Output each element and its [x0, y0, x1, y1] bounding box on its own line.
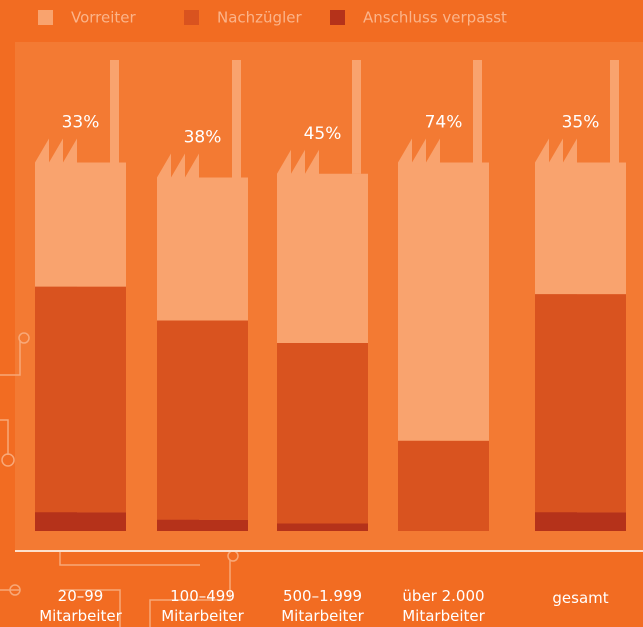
chimney [232, 60, 241, 178]
bar-segment [277, 319, 368, 523]
x-tick-label: gesamt [521, 588, 641, 608]
legend-swatch [330, 10, 345, 25]
value-label: 74% [425, 113, 463, 133]
bar-segment [157, 154, 248, 321]
chimney [352, 60, 361, 174]
value-label: 38% [184, 128, 222, 148]
legend-swatch [184, 10, 199, 25]
x-tick-label: 20–99 Mitarbeiter [21, 586, 141, 626]
bar-segment [535, 270, 626, 512]
chimney [610, 60, 619, 163]
bar-segment [277, 150, 368, 343]
chart: VorreiterNachzüglerAnschluss verpasst5%6… [0, 0, 643, 627]
bar-segment [35, 263, 126, 513]
legend-label: Nachzügler [217, 9, 302, 27]
x-tick-label: über 2.000 Mitarbeiter [384, 586, 504, 626]
page: VorreiterNachzüglerAnschluss verpasst5%6… [0, 0, 643, 627]
legend-swatch [38, 10, 53, 25]
value-label: 33% [62, 113, 100, 133]
chimney [473, 60, 482, 163]
x-tick-label: 500–1.999 Mitarbeiter [263, 586, 383, 626]
value-label: 35% [562, 113, 600, 133]
legend-label: Anschluss verpasst [363, 9, 507, 27]
bar-segment [398, 139, 489, 441]
x-tick-label: 100–499 Mitarbeiter [143, 586, 263, 626]
value-label: 45% [304, 124, 342, 144]
chimney [110, 60, 119, 163]
legend-label: Vorreiter [71, 9, 137, 27]
bar-segment [157, 296, 248, 519]
